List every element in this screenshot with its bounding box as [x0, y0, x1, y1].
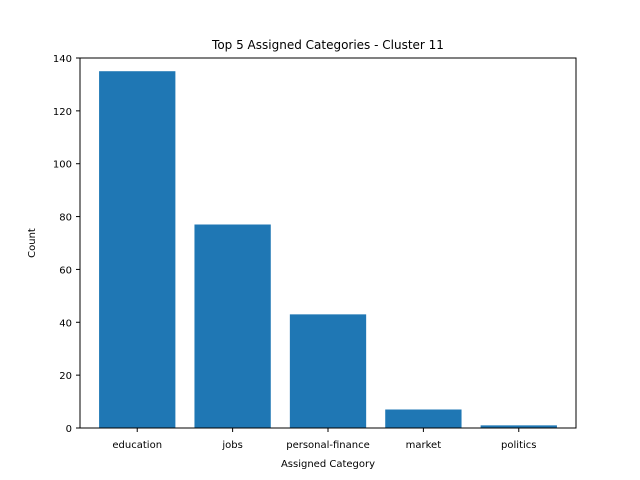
x-tick-label: education	[112, 440, 162, 451]
bar-market	[385, 409, 462, 428]
bars-group	[99, 71, 557, 429]
y-tick-label: 20	[59, 371, 72, 382]
y-tick-label: 0	[66, 424, 72, 435]
x-tick-label: personal-finance	[286, 440, 370, 451]
bar-personal-finance	[289, 314, 367, 428]
y-axis-label: Count	[27, 228, 38, 258]
bar-education	[99, 71, 176, 429]
chart-title: Top 5 Assigned Categories - Cluster 11	[211, 38, 444, 52]
y-tick-label: 80	[59, 213, 72, 224]
y-tick-label: 120	[53, 107, 72, 118]
plot-frame	[79, 57, 577, 429]
x-axis-ticks: education jobs personal-finance market polit…	[112, 428, 536, 451]
x-axis-label: Assigned Category	[281, 459, 375, 470]
y-tick-label: 140	[53, 54, 72, 65]
y-axis-ticks: 0 20 40 60 80 100 120 140	[53, 54, 80, 435]
y-tick-label: 60	[59, 265, 72, 276]
y-tick-label: 40	[59, 318, 72, 329]
x-tick-label: jobs	[221, 440, 242, 451]
bar-jobs	[194, 224, 271, 428]
bar-politics	[480, 425, 557, 428]
y-tick-label: 100	[53, 160, 72, 171]
x-tick-label: market	[406, 440, 442, 451]
x-tick-label: politics	[501, 440, 536, 451]
